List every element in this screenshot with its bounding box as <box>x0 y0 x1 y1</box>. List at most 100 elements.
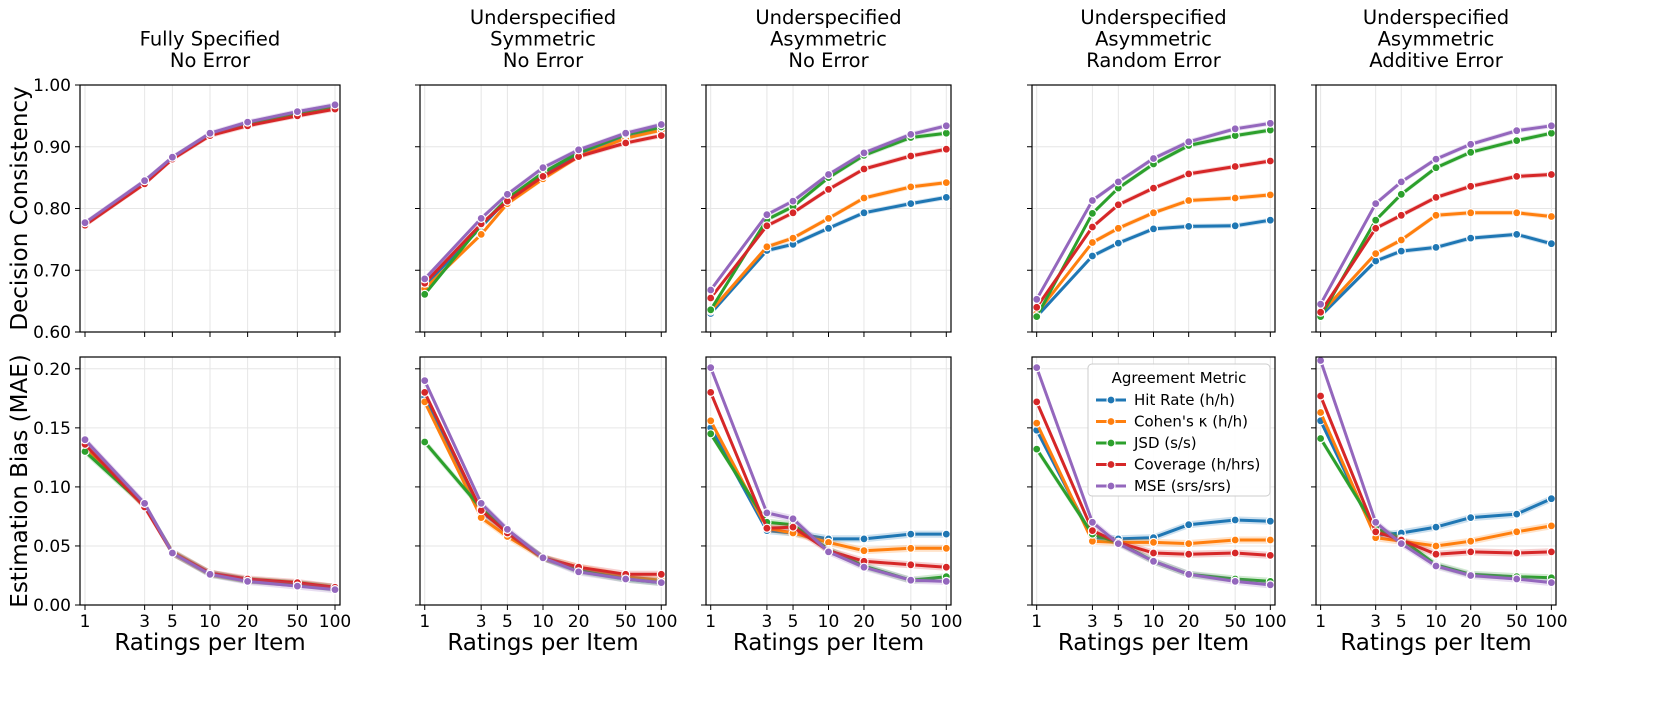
x-tick-label: 1 <box>419 612 430 632</box>
data-point <box>1184 549 1194 559</box>
data-point <box>1546 521 1557 531</box>
x-tick-label: 50 <box>615 612 637 632</box>
data-point <box>1184 569 1194 579</box>
x-tick-label: 3 <box>476 612 487 632</box>
data-point <box>1371 527 1381 537</box>
data-point <box>1148 548 1159 558</box>
data-point <box>906 529 916 539</box>
legend-box <box>1087 363 1271 497</box>
panel-title-line: No Error <box>788 49 869 72</box>
data-point <box>788 514 798 524</box>
data-point <box>706 387 716 397</box>
data-point <box>573 145 584 155</box>
data-point <box>1546 239 1557 249</box>
axes-frame <box>705 356 952 606</box>
data-point <box>1546 494 1557 504</box>
data-point <box>1431 541 1441 551</box>
panel-title-line: Underspecified <box>1363 6 1509 29</box>
data-point <box>1466 233 1476 243</box>
data-point <box>1396 538 1406 549</box>
panel-3-row-1 <box>701 84 952 337</box>
x-tick-label: 50 <box>900 612 922 632</box>
axes-frame <box>705 84 952 333</box>
legend-label: Coverage (h/hrs) <box>1134 456 1260 474</box>
data-point <box>859 193 869 203</box>
data-point <box>205 128 215 138</box>
data-point <box>1184 195 1194 206</box>
panel-title-line: Asymmetric <box>1378 28 1495 51</box>
data-point <box>420 289 430 299</box>
data-point <box>706 293 716 303</box>
data-point <box>656 119 666 130</box>
x-tick-label: 20 <box>1178 612 1200 632</box>
panel-1-row-1: 0.60 0.70 0.80 0.90 1.00 <box>33 76 341 343</box>
x-tick-label: 5 <box>1113 612 1124 632</box>
data-point <box>788 233 798 243</box>
data-point <box>823 184 834 194</box>
data-point <box>1396 177 1406 187</box>
data-point <box>706 305 716 315</box>
panel-title-line: Random Error <box>1086 49 1221 72</box>
data-point <box>1087 222 1098 232</box>
panel-title-line: Underspecified <box>755 6 901 29</box>
x-axis-label: Ratings per Item <box>1058 630 1249 656</box>
x-tick-label: 3 <box>1087 612 1098 632</box>
data-point <box>1184 137 1194 147</box>
data-point <box>656 131 666 141</box>
data-point <box>941 121 951 131</box>
panel-3-row-2: 1 3 5 10 20 50 100 Ratings per Item <box>701 356 963 656</box>
data-point <box>1230 515 1240 525</box>
y-tick-label: 0.05 <box>33 537 71 557</box>
data-point <box>906 129 916 139</box>
data-point <box>1148 153 1159 164</box>
data-point <box>1466 570 1476 581</box>
data-point <box>1032 363 1042 373</box>
data-point <box>1431 522 1441 532</box>
data-point <box>1265 550 1275 561</box>
panel-2-row-2: 1 3 5 10 20 50 100 Ratings per Item <box>415 356 677 656</box>
panel-title-line: Asymmetric <box>1095 28 1212 51</box>
data-point <box>476 213 486 223</box>
legend-label: Hit Rate (h/h) <box>1134 391 1235 409</box>
data-point <box>80 218 90 228</box>
x-axis-label: Ratings per Item <box>447 630 638 656</box>
y-tick-label: 0.00 <box>33 596 71 616</box>
data-point <box>762 508 772 518</box>
data-point <box>1113 223 1123 233</box>
panel-title-line: No Error <box>170 49 251 72</box>
data-point <box>1546 121 1557 131</box>
x-tick-label: 100 <box>645 612 677 632</box>
data-point <box>538 163 548 173</box>
x-tick-label: 10 <box>532 612 554 632</box>
x-tick-label: 10 <box>1425 612 1447 632</box>
data-point <box>1466 181 1476 191</box>
data-point <box>502 189 512 199</box>
data-point <box>762 221 772 231</box>
data-point <box>420 376 430 386</box>
data-point <box>1032 418 1042 428</box>
legend-title: Agreement Metric <box>1112 369 1247 387</box>
data-point <box>1087 208 1098 218</box>
data-point <box>762 523 772 533</box>
data-point <box>1546 211 1557 222</box>
y-tick-label: 0.60 <box>33 323 71 343</box>
axes-frame <box>1315 356 1557 606</box>
data-point <box>1512 548 1522 558</box>
x-tick-label: 1 <box>80 612 91 632</box>
y-tick-label: 0.20 <box>33 360 71 380</box>
x-tick-label: 100 <box>930 612 962 632</box>
data-point <box>1546 547 1557 557</box>
x-tick-label: 10 <box>1143 612 1165 632</box>
data-point <box>1431 549 1441 559</box>
data-point <box>941 144 951 154</box>
data-point <box>859 208 869 218</box>
data-point <box>706 285 716 295</box>
legend-swatch-marker <box>1106 481 1116 491</box>
x-axis-label: Ratings per Item <box>733 630 924 656</box>
data-point <box>1032 444 1042 454</box>
panel-title-line: Underspecified <box>1080 6 1226 29</box>
data-point <box>1546 169 1557 180</box>
data-point <box>906 560 916 570</box>
